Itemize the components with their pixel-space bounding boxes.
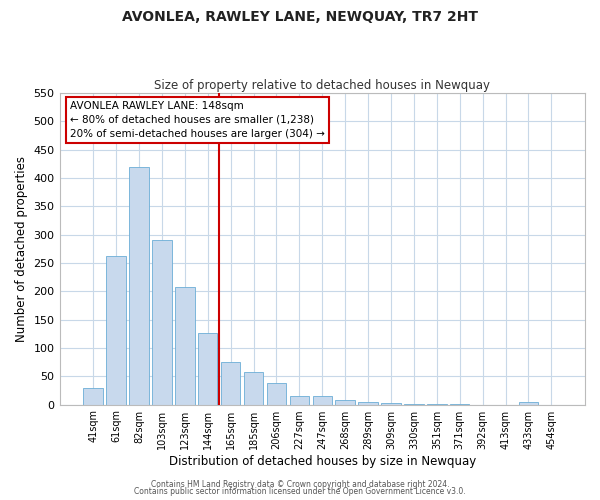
Bar: [129, 167, 149, 404]
Text: AVONLEA RAWLEY LANE: 148sqm
← 80% of detached houses are smaller (1,238)
20% of : AVONLEA RAWLEY LANE: 148sqm ← 80% of det…: [70, 101, 325, 139]
X-axis label: Distribution of detached houses by size in Newquay: Distribution of detached houses by size …: [169, 454, 476, 468]
Text: AVONLEA, RAWLEY LANE, NEWQUAY, TR7 2HT: AVONLEA, RAWLEY LANE, NEWQUAY, TR7 2HT: [122, 10, 478, 24]
Bar: [290, 396, 309, 404]
Bar: [198, 332, 217, 404]
Bar: [313, 396, 332, 404]
Bar: [335, 400, 355, 404]
Text: Contains HM Land Registry data © Crown copyright and database right 2024.: Contains HM Land Registry data © Crown c…: [151, 480, 449, 489]
Bar: [175, 288, 194, 405]
Y-axis label: Number of detached properties: Number of detached properties: [15, 156, 28, 342]
Bar: [244, 372, 263, 404]
Bar: [152, 240, 172, 404]
Bar: [221, 362, 241, 405]
Bar: [358, 402, 378, 404]
Bar: [106, 256, 126, 404]
Text: Contains public sector information licensed under the Open Government Licence v3: Contains public sector information licen…: [134, 488, 466, 496]
Bar: [519, 402, 538, 404]
Bar: [267, 383, 286, 404]
Bar: [83, 388, 103, 404]
Title: Size of property relative to detached houses in Newquay: Size of property relative to detached ho…: [154, 79, 490, 92]
